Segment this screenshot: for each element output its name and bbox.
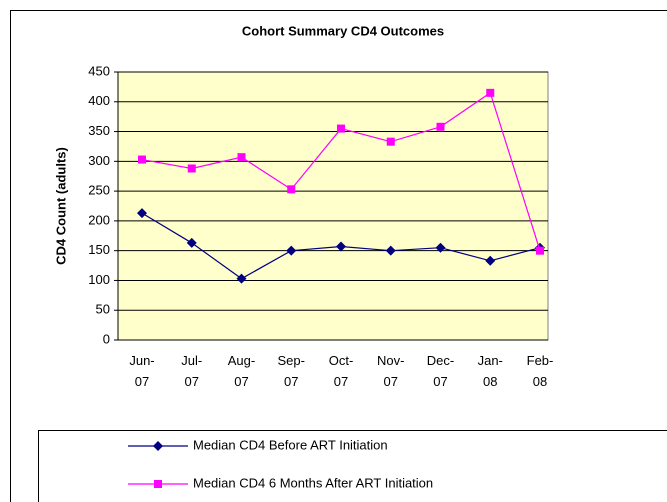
x-tick-line: Oct- (329, 353, 354, 368)
x-tick-line: 07 (234, 374, 248, 389)
y-tick-label: 250 (88, 183, 110, 198)
x-tick-line: Jun- (129, 353, 154, 368)
marker (137, 208, 147, 219)
marker (486, 88, 495, 97)
x-tick-line: Nov- (377, 353, 404, 368)
marker (385, 245, 396, 256)
marker (138, 155, 146, 164)
x-tick-line: 07 (334, 374, 348, 389)
x-tick-line: Sep- (278, 353, 305, 368)
x-tick-label: Nov- 07 (377, 353, 404, 389)
x-tick-label: Sep- 07 (278, 353, 305, 389)
chart-title: Cohort Summary CD4 Outcomes (242, 23, 444, 38)
x-tick-label: Jul- 07 (181, 353, 202, 389)
x-tick-label: Dec- 07 (427, 353, 454, 389)
marker (286, 245, 297, 256)
marker (236, 273, 247, 284)
legend-label: Median CD4 6 Months After ART Initiation (193, 475, 433, 490)
marker (187, 164, 196, 173)
x-tick-line: Jan- (478, 353, 503, 368)
y-tick-label: 200 (88, 212, 110, 227)
x-tick-line: 07 (433, 374, 447, 389)
marker (485, 255, 496, 266)
y-axis-label: CD4 Count (adults) (53, 147, 68, 265)
y-tick-label: 350 (88, 123, 110, 138)
x-tick-line: Feb- (527, 353, 554, 368)
y-tick-label: 400 (88, 93, 110, 108)
x-tick-line: 08 (483, 374, 497, 389)
x-tick-label: Feb- 08 (527, 353, 554, 389)
plot-area (117, 71, 549, 341)
x-tick-line: 08 (533, 374, 547, 389)
x-tick-line: Dec- (427, 353, 454, 368)
legend-label: Median CD4 Before ART Initiation (193, 437, 388, 452)
marker (186, 237, 197, 248)
x-tick-label: Jun- 07 (129, 353, 154, 389)
x-tick-line: Aug- (228, 353, 255, 368)
x-tick-line: 07 (384, 374, 398, 389)
x-tick-line: Jul- (181, 353, 202, 368)
y-tick-label: 0 (103, 331, 110, 346)
x-tick-line: 07 (284, 374, 298, 389)
y-tick-label: 150 (88, 242, 110, 257)
marker (154, 480, 162, 488)
x-tick-label: Jan- 08 (478, 353, 503, 389)
y-tick-label: 50 (96, 302, 110, 317)
marker (337, 124, 345, 133)
y-tick-label: 100 (88, 272, 110, 287)
marker (237, 153, 246, 162)
x-tick-line: 07 (185, 374, 199, 389)
marker (336, 241, 346, 252)
marker (436, 122, 445, 131)
marker (536, 246, 544, 255)
x-tick-label: Oct- 07 (329, 353, 354, 389)
y-tick-label: 300 (88, 153, 110, 168)
marker (435, 242, 446, 253)
x-tick-label: Aug- 07 (228, 353, 255, 389)
legend-box (38, 430, 667, 502)
y-tick-label: 450 (88, 63, 110, 78)
marker (153, 441, 163, 451)
marker (287, 185, 296, 194)
x-tick-line: 07 (135, 374, 149, 389)
marker (386, 137, 395, 146)
